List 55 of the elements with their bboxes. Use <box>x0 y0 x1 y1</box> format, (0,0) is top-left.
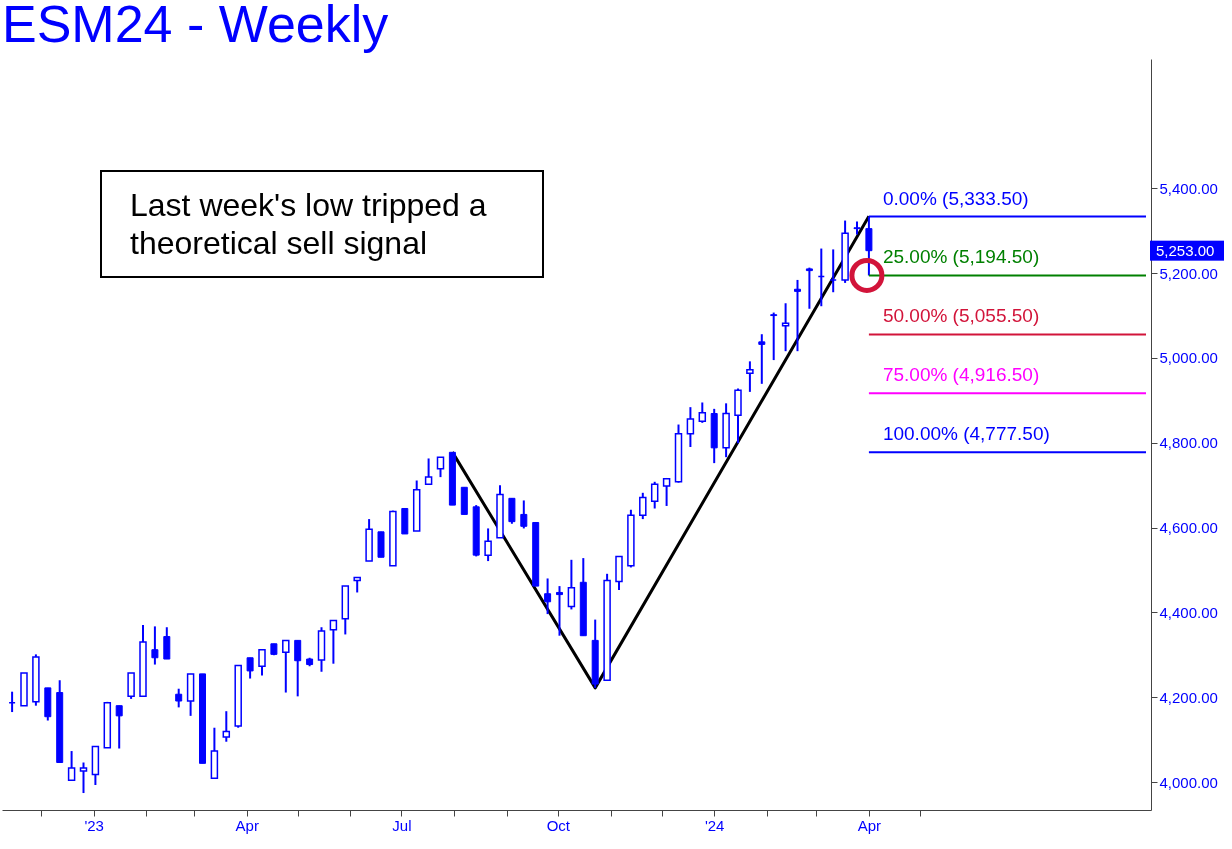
ref-line-label: 75.00% (4,916.50) <box>882 364 1040 386</box>
candlestick <box>650 480 659 510</box>
ref-line-label: 25.00% (5,194.50) <box>882 246 1040 268</box>
candlestick <box>175 687 183 709</box>
candlestick <box>770 311 778 362</box>
y-tick-label: 4,400.00 <box>1159 603 1218 621</box>
x-tick-label: '23 <box>84 816 104 834</box>
candlestick <box>294 639 302 698</box>
candlestick <box>151 625 159 666</box>
candlestick <box>758 333 766 385</box>
y-tick-label: 4,800.00 <box>1159 434 1218 452</box>
chart-title: ESM24 - Weekly <box>2 0 389 53</box>
candlestick <box>163 626 171 661</box>
y-tick-label: 5,200.00 <box>1159 264 1218 282</box>
ref-line-label: 0.00% (5,333.50) <box>882 187 1029 209</box>
candlestick <box>544 577 552 616</box>
candlestick <box>805 266 813 310</box>
candlestick <box>781 302 790 353</box>
candlestick <box>282 639 290 694</box>
candlestick <box>746 360 754 393</box>
x-tick-label: Apr <box>235 816 259 834</box>
candlestick <box>508 497 516 525</box>
y-tick-label: 4,000.00 <box>1159 773 1218 791</box>
candlestick <box>639 491 647 521</box>
candlestick <box>686 406 695 449</box>
candlestick <box>520 499 528 530</box>
candlestick <box>222 710 231 743</box>
candlestick <box>67 750 76 782</box>
candlestick <box>484 527 492 563</box>
y-tick-label: 4,200.00 <box>1159 688 1218 706</box>
y-tick-label: 5,400.00 <box>1159 179 1218 197</box>
candlestick <box>567 558 576 611</box>
text: 5,253.00 <box>1156 241 1215 259</box>
candlestick <box>115 704 123 750</box>
ref-line-label: 100.00% (4,777.50) <box>882 423 1050 445</box>
x-tick-label: Jul <box>392 816 412 834</box>
candlestick <box>246 656 254 680</box>
candlestick <box>424 457 433 486</box>
legend-label: 50.00% (5,055.50) <box>882 305 1040 327</box>
candlestick <box>853 220 861 236</box>
candlestick <box>556 585 563 637</box>
annotation: Last week's low tripped a theoretical sell signal <box>100 170 544 278</box>
candlestick <box>794 278 801 353</box>
y-tick-label: 5,000.00 <box>1159 349 1218 367</box>
y-tick-label: 4,600.00 <box>1159 519 1218 537</box>
candlestick <box>79 761 88 795</box>
candlestick <box>436 456 445 479</box>
candlestick <box>662 476 671 507</box>
candlestick <box>127 672 135 700</box>
candlestick <box>258 648 266 677</box>
x-tick-label: Apr <box>857 816 882 834</box>
x-tick-label: Oct <box>546 816 571 834</box>
candlestick <box>698 401 707 424</box>
candlestick <box>329 619 338 665</box>
x-tick-label: '24 <box>704 816 725 834</box>
